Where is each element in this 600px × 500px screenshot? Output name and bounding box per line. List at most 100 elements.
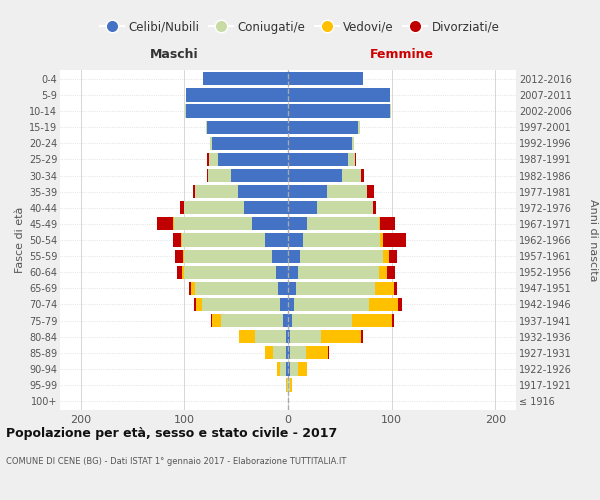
Bar <box>288 104 391 118</box>
Bar <box>288 201 317 214</box>
Bar <box>288 330 321 344</box>
Bar <box>288 201 373 214</box>
Bar <box>288 282 397 295</box>
Bar <box>288 314 392 327</box>
Bar <box>288 298 294 311</box>
Bar <box>288 201 373 214</box>
Bar <box>288 201 376 214</box>
Bar <box>288 72 362 86</box>
Bar <box>280 298 288 311</box>
Bar <box>288 234 406 246</box>
Bar <box>288 362 307 376</box>
Bar <box>288 234 383 246</box>
Bar <box>288 88 389 102</box>
Bar <box>286 362 288 376</box>
Bar <box>265 234 288 246</box>
Y-axis label: Anni di nascita: Anni di nascita <box>589 198 598 281</box>
Bar <box>288 346 329 360</box>
Bar <box>274 346 288 360</box>
Bar <box>288 282 296 295</box>
Bar <box>283 314 288 327</box>
Bar <box>288 120 359 134</box>
Bar <box>288 153 348 166</box>
Bar <box>157 218 288 230</box>
Bar <box>288 330 290 344</box>
Bar <box>203 72 288 86</box>
Bar <box>187 88 288 102</box>
Bar <box>288 136 355 150</box>
Bar <box>288 185 367 198</box>
Bar <box>196 298 288 311</box>
Bar <box>288 218 380 230</box>
Bar <box>288 266 395 279</box>
Bar <box>210 136 288 150</box>
Bar <box>212 136 288 150</box>
Bar <box>207 120 288 134</box>
Bar <box>191 282 288 295</box>
Bar <box>209 153 288 166</box>
Bar <box>288 282 394 295</box>
Bar <box>288 250 383 262</box>
Bar <box>275 266 288 279</box>
Bar <box>288 378 292 392</box>
Bar <box>288 378 292 392</box>
Bar <box>288 298 369 311</box>
Bar <box>188 282 288 295</box>
Bar <box>280 362 288 376</box>
Bar <box>185 104 288 118</box>
Bar <box>288 88 389 102</box>
Bar <box>238 185 288 198</box>
Bar <box>181 234 288 246</box>
Bar <box>288 314 394 327</box>
Bar <box>288 72 362 86</box>
Bar <box>210 136 288 150</box>
Bar <box>288 169 361 182</box>
Bar <box>184 250 288 262</box>
Bar <box>195 185 288 198</box>
Bar <box>288 136 352 150</box>
Bar <box>288 169 361 182</box>
Text: Femmine: Femmine <box>370 48 434 61</box>
Bar <box>208 169 288 182</box>
Bar <box>288 104 389 118</box>
Bar <box>195 185 288 198</box>
Bar <box>187 88 288 102</box>
Bar <box>288 88 389 102</box>
Bar <box>231 169 288 182</box>
Bar <box>187 88 288 102</box>
Bar <box>212 314 288 327</box>
Bar <box>288 185 374 198</box>
Bar <box>278 282 288 295</box>
Bar <box>265 346 288 360</box>
Bar <box>288 185 367 198</box>
Bar <box>288 314 352 327</box>
Bar <box>288 298 398 311</box>
Bar <box>187 88 288 102</box>
Bar <box>288 362 298 376</box>
Bar <box>288 346 290 360</box>
Bar <box>288 250 389 262</box>
Bar <box>288 330 361 344</box>
Bar <box>203 72 288 86</box>
Bar <box>288 314 292 327</box>
Text: Popolazione per età, sesso e stato civile - 2017: Popolazione per età, sesso e stato civil… <box>6 428 337 440</box>
Bar <box>288 266 379 279</box>
Y-axis label: Fasce di età: Fasce di età <box>14 207 25 273</box>
Bar <box>206 120 288 134</box>
Bar <box>203 72 288 86</box>
Text: Maschi: Maschi <box>149 48 199 61</box>
Bar <box>287 378 288 392</box>
Bar <box>288 266 388 279</box>
Bar <box>288 218 395 230</box>
Bar <box>288 218 379 230</box>
Bar <box>288 120 359 134</box>
Bar <box>265 346 288 360</box>
Bar <box>207 153 288 166</box>
Bar <box>286 330 288 344</box>
Bar <box>288 136 355 150</box>
Bar <box>288 234 380 246</box>
Bar <box>173 234 288 246</box>
Bar <box>184 201 288 214</box>
Bar <box>195 282 288 295</box>
Bar <box>288 330 362 344</box>
